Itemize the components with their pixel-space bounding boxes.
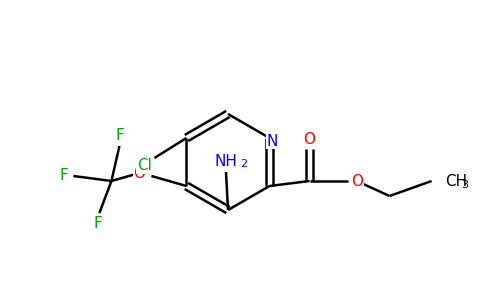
Text: O: O [303,133,316,148]
Text: F: F [93,215,102,230]
Text: 2: 2 [240,159,247,169]
Text: Cl: Cl [137,158,152,173]
Text: F: F [59,169,68,184]
Text: O: O [134,166,145,181]
Text: N: N [267,134,278,148]
Text: F: F [115,128,124,143]
Text: CH: CH [446,173,468,188]
Text: O: O [351,173,363,188]
Text: NH: NH [214,154,238,169]
Text: 3: 3 [462,180,469,190]
